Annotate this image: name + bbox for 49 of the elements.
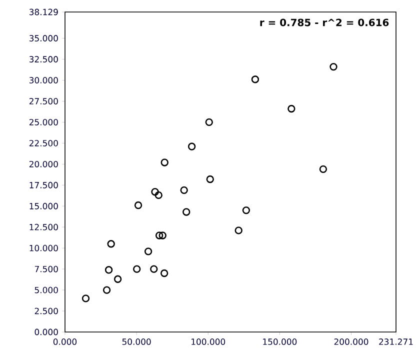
y-tick-label: 0.000 bbox=[34, 328, 58, 336]
point bbox=[155, 232, 164, 240]
x-tick-label: 150.000 bbox=[263, 338, 297, 345]
point bbox=[242, 206, 250, 214]
point bbox=[114, 275, 122, 283]
point bbox=[251, 76, 260, 84]
x-tick-label: 0.000 bbox=[53, 338, 77, 345]
point bbox=[154, 191, 162, 200]
point bbox=[330, 62, 338, 71]
y-tick-label: 5.000 bbox=[34, 286, 58, 294]
point bbox=[160, 158, 168, 166]
point bbox=[82, 294, 90, 302]
y-tick-label: 17.500 bbox=[30, 182, 58, 188]
point bbox=[133, 265, 141, 273]
point bbox=[188, 142, 196, 150]
y-tick-label: 20.000 bbox=[29, 160, 58, 168]
point bbox=[160, 269, 168, 278]
y-tick-label: 7.500 bbox=[34, 266, 58, 272]
x-tick-label: 100.000 bbox=[192, 338, 226, 345]
y-tick-label: 35.000 bbox=[29, 35, 58, 42]
point bbox=[102, 286, 111, 294]
point bbox=[319, 165, 328, 174]
x-tick-label: 200.000 bbox=[334, 338, 368, 345]
point bbox=[182, 208, 190, 216]
point bbox=[107, 240, 115, 248]
y-tick-label: 2.500 bbox=[34, 308, 58, 314]
point bbox=[234, 226, 242, 234]
point bbox=[206, 175, 214, 184]
point bbox=[134, 201, 142, 210]
y-tick-label: 32.500 bbox=[29, 56, 58, 62]
y-tick-label: 38.129 bbox=[29, 8, 58, 16]
point bbox=[144, 248, 152, 256]
y-tick-label: 12.500 bbox=[30, 224, 58, 230]
point bbox=[158, 232, 166, 240]
y-tick-label: 27.500 bbox=[29, 98, 58, 104]
annotation: r = 0.785 - r^2 = 0.616 bbox=[260, 18, 389, 26]
point bbox=[288, 104, 296, 113]
point bbox=[104, 266, 113, 274]
y-tick-label: 15.000 bbox=[30, 202, 58, 210]
point bbox=[180, 186, 188, 194]
x-tick-label: 50.000 bbox=[122, 338, 151, 345]
point bbox=[150, 265, 158, 273]
point bbox=[205, 118, 213, 126]
y-tick-label: 25.000 bbox=[29, 118, 58, 126]
point bbox=[151, 188, 159, 196]
y-tick-label: 10.000 bbox=[30, 244, 58, 252]
y-tick-label: 30.000 bbox=[29, 77, 58, 84]
x-tick-label: 231.271 bbox=[379, 338, 413, 345]
y-tick-label: 22.500 bbox=[29, 140, 58, 146]
